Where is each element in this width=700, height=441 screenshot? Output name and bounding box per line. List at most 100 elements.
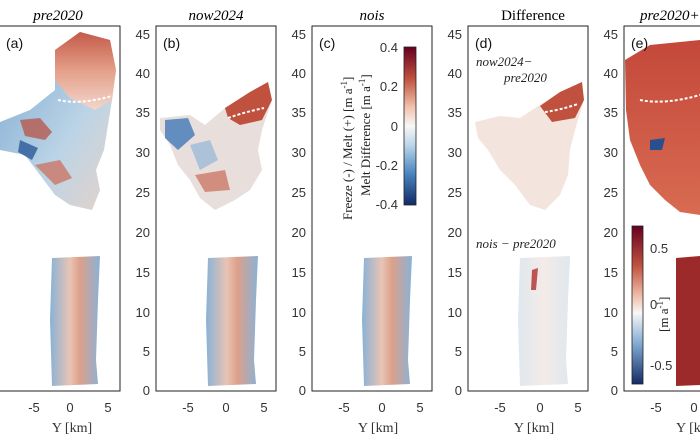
x-tick-label: 0 — [222, 400, 229, 415]
panel-c: nois 0 5 10 15 20 25 30 35 40 45 (c) Fre… — [292, 8, 433, 436]
x-tick-label: 0 — [690, 400, 697, 415]
y-tick-label: 35 — [292, 105, 306, 120]
y-tick-label: 20 — [136, 225, 150, 240]
panel-a-accumulation — [55, 32, 116, 110]
x-tick-label: -5 — [28, 400, 40, 415]
y-tick-label: 45 — [448, 27, 462, 42]
panel-c-title: nois — [359, 8, 384, 24]
y-tick-label: 40 — [136, 66, 150, 81]
y-tick-label: 30 — [448, 145, 462, 160]
y-tick-label: 0 — [299, 383, 306, 398]
panel-b-accumulation — [225, 82, 272, 125]
y-tick-label: 15 — [448, 265, 462, 280]
panel-a: pre2020 (a) -5 0 5 Y [km] — [0, 8, 121, 436]
panel-c-lower-map — [362, 256, 412, 386]
panel-b-hotspot — [195, 170, 230, 192]
panel-e-coldspot — [650, 138, 665, 150]
x-tick-label: 0 — [66, 400, 73, 415]
colorbar-tick: -0.4 — [376, 197, 398, 212]
panel-b-title: now2024 — [188, 8, 244, 24]
difference-annotation-top-2: pre2020 — [503, 70, 547, 85]
x-tick-label: -5 — [182, 400, 194, 415]
y-tick-label: 40 — [604, 66, 618, 81]
panel-a-letter: (a) — [6, 35, 23, 51]
panel-e-colorbar: 0.5 0 -0.5 [m a-1] — [631, 225, 672, 385]
panel-a-frame — [0, 25, 121, 392]
panel-c-xticks: -5 0 5 — [338, 400, 423, 415]
panel-e-xticks: -5 0 — [650, 400, 697, 415]
panel-a-hotspot — [20, 118, 52, 140]
y-tick-label: 20 — [448, 225, 462, 240]
colorbar-tick: 0.5 — [650, 241, 668, 256]
y-tick-label: 30 — [292, 145, 306, 160]
x-tick-label: 0 — [536, 400, 543, 415]
y-tick-label: 30 — [136, 145, 150, 160]
y-tick-label: 40 — [448, 66, 462, 81]
panel-b-lower-map — [206, 256, 258, 386]
colorbar-tick: 0 — [650, 297, 657, 312]
panel-e-xlabel: Y [km] — [676, 421, 700, 436]
panel-b: now2024 0 5 10 15 20 25 30 35 40 45 (b) … — [136, 8, 277, 415]
panel-b-coldspot-2 — [190, 140, 218, 170]
colorbar-tick: -0.2 — [376, 158, 398, 173]
panel-e-lower-map — [676, 256, 700, 386]
y-tick-label: 15 — [292, 265, 306, 280]
x-tick-label: -5 — [338, 400, 350, 415]
x-tick-label: -5 — [494, 400, 506, 415]
panel-c-frame — [311, 25, 433, 392]
y-tick-label: 0 — [455, 383, 462, 398]
panel-d-xticks: -5 0 5 — [494, 400, 581, 415]
panel-c-xlabel: Y [km] — [358, 421, 398, 436]
y-tick-label: 0 — [611, 383, 618, 398]
x-tick-label: 5 — [260, 400, 267, 415]
panel-d-title: Difference — [501, 8, 565, 24]
y-tick-label: 45 — [136, 27, 150, 42]
y-tick-label: 25 — [448, 185, 462, 200]
panel-e-line — [639, 94, 700, 103]
y-tick-label: 5 — [143, 344, 150, 359]
panel-b-yticks: 0 5 10 15 20 25 30 35 40 45 — [136, 27, 150, 398]
y-tick-label: 20 — [292, 225, 306, 240]
y-tick-label: 10 — [604, 305, 618, 320]
x-tick-label: 0 — [378, 400, 385, 415]
panel-a-xlabel: Y [km] — [52, 421, 92, 436]
y-tick-label: 30 — [604, 145, 618, 160]
panel-d: Difference 0 5 10 15 20 25 30 35 40 45 (… — [448, 8, 589, 436]
y-tick-label: 25 — [604, 185, 618, 200]
panel-b-coldspot — [165, 118, 195, 150]
y-tick-label: 35 — [448, 105, 462, 120]
y-tick-label: 35 — [136, 105, 150, 120]
y-tick-label: 10 — [292, 305, 306, 320]
colorbar-label-1: Freeze (-) / Melt (+) [m a-1] — [339, 77, 355, 220]
y-tick-label: 10 — [448, 305, 462, 320]
panel-d-xlabel: Y [km] — [514, 421, 554, 436]
panel-a-xticks: -5 0 5 — [28, 400, 111, 415]
x-tick-label: 5 — [574, 400, 581, 415]
panel-d-letter: (d) — [475, 35, 492, 51]
panel-a-hotspot-2 — [35, 160, 72, 185]
panel-d-lower-map — [518, 256, 570, 386]
colorbar-tick: -0.5 — [650, 358, 672, 373]
y-tick-label: 40 — [292, 66, 306, 81]
y-tick-label: 20 — [604, 225, 618, 240]
y-tick-label: 5 — [299, 344, 306, 359]
y-tick-label: 15 — [604, 265, 618, 280]
y-tick-label: 5 — [455, 344, 462, 359]
panel-e-title: pre2020+ — [639, 8, 700, 24]
difference-annotation-top: now2024− — [476, 54, 532, 69]
colorbar-tick: 0.2 — [380, 79, 398, 94]
x-tick-label: -5 — [650, 400, 662, 415]
panel-b-frame — [155, 25, 277, 392]
colorbar-tick: 0 — [391, 119, 398, 134]
colorbar-main-bar — [403, 46, 417, 206]
x-tick-label: 5 — [416, 400, 423, 415]
panel-c-yticks: 0 5 10 15 20 25 30 35 40 45 — [292, 27, 306, 398]
panel-a-title: pre2020 — [32, 8, 83, 24]
y-tick-label: 45 — [604, 27, 618, 42]
y-tick-label: 0 — [143, 383, 150, 398]
y-tick-label: 25 — [292, 185, 306, 200]
colorbar-e-bar — [631, 225, 644, 385]
main-colorbar: Freeze (-) / Melt (+) [m a-1] Melt Diffe… — [339, 40, 417, 220]
panel-d-yticks: 0 5 10 15 20 25 30 35 40 45 — [448, 27, 462, 398]
